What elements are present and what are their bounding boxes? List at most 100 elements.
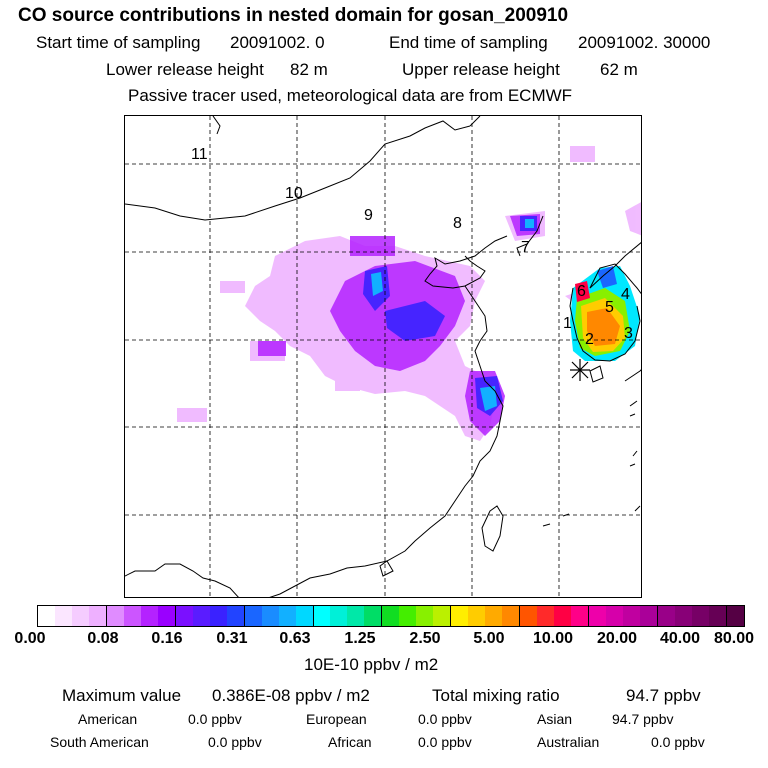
- colorbar-cell: [657, 606, 675, 626]
- plume-blue: [371, 219, 534, 411]
- colorbar-tick: 1.25: [344, 630, 376, 647]
- region-value: 0.0 ppbv: [418, 711, 472, 727]
- region-label-11: 11: [191, 146, 208, 163]
- colorbar-tick: 0.00: [14, 630, 46, 647]
- colorbar-cell: [571, 606, 589, 626]
- colorbar-cell: [192, 606, 210, 626]
- colorbar-tick: 80.00: [713, 630, 755, 647]
- region-label-3: 3: [624, 325, 633, 342]
- colorbar-cell: [674, 606, 692, 626]
- colorbar-tick: 0.16: [151, 630, 183, 647]
- colorbar-cell: [468, 606, 486, 626]
- colorbar-tick: 0.08: [87, 630, 119, 647]
- max-value: 0.386E-08 ppbv / m2: [212, 686, 370, 705]
- map-panel: 1 2 3 4 5 6 7 8 9 10 11: [124, 115, 642, 598]
- colorbar-tick: 40.00: [659, 630, 701, 647]
- colorbar-cell: [416, 606, 434, 626]
- tracer-note: Passive tracer used, meteorological data…: [128, 86, 573, 105]
- colorbar-cell: [330, 606, 348, 626]
- colorbar-cell: [639, 606, 658, 626]
- region-label-9: 9: [364, 207, 373, 224]
- region-label-1: 1: [563, 315, 572, 332]
- lower-release-value: 82 m: [290, 60, 328, 79]
- region-value: 94.7 ppbv: [612, 711, 674, 727]
- coastlines: [125, 116, 641, 597]
- colorbar-cell: [399, 606, 417, 626]
- colorbar-cell: [691, 606, 709, 626]
- colorbar-cell: [106, 606, 124, 626]
- region-name: African: [328, 734, 372, 750]
- region-name: European: [306, 711, 367, 727]
- colorbar-cell: [382, 606, 400, 626]
- colorbar-tick: 20.00: [596, 630, 638, 647]
- map-canvas: 1 2 3 4 5 6 7 8 9 10 11: [125, 116, 641, 597]
- colorbar-cell: [71, 606, 89, 626]
- colorbar-cell: [278, 606, 296, 626]
- colorbar-cell: [244, 606, 262, 626]
- colorbar-cell: [537, 606, 555, 626]
- colorbar-tick: 10.00: [532, 630, 574, 647]
- region-label-10: 10: [285, 185, 303, 202]
- region-label-2: 2: [585, 331, 594, 348]
- colorbar-tick: 5.00: [473, 630, 505, 647]
- colorbar-cell: [295, 606, 314, 626]
- colorbar-cell: [433, 606, 452, 626]
- region-name: Australian: [537, 734, 600, 750]
- colorbar-cell: [175, 606, 193, 626]
- korea-hotspot: [570, 266, 640, 361]
- colorbar-cell: [554, 606, 572, 626]
- region-value: 0.0 ppbv: [651, 734, 705, 750]
- upper-release-label: Upper release height: [402, 60, 560, 79]
- colorbar-cell: [88, 606, 107, 626]
- colorbar-cell: [313, 606, 331, 626]
- region-value: 0.0 ppbv: [188, 711, 242, 727]
- region-name: South American: [50, 734, 149, 750]
- colorbar-cell: [485, 606, 503, 626]
- lat-lon-grid: [125, 116, 641, 597]
- region-value: 0.0 ppbv: [418, 734, 472, 750]
- region-name: Asian: [537, 711, 573, 727]
- colorbar-cell: [347, 606, 365, 626]
- region-label-4: 4: [621, 286, 630, 303]
- colorbar-cell: [589, 606, 606, 626]
- colorbar-cell: [38, 606, 55, 626]
- colorbar-unit: 10E-10 ppbv / m2: [304, 655, 439, 674]
- colorbar-cell: [123, 606, 141, 626]
- region-label-6: 6: [577, 283, 586, 300]
- colorbar-cell: [54, 606, 72, 626]
- map-title: CO source contributions in nested domain…: [18, 5, 569, 26]
- region-label-8: 8: [453, 215, 462, 232]
- colorbar-cell: [157, 606, 176, 626]
- colorbar-cell: [364, 606, 383, 626]
- start-time-value: 20091002. 0: [230, 33, 325, 52]
- region-value: 0.0 ppbv: [208, 734, 262, 750]
- max-value-label: Maximum value: [62, 686, 182, 705]
- colorbar-cell: [726, 606, 744, 626]
- start-time-label: Start time of sampling: [36, 33, 201, 52]
- colorbar-cell: [605, 606, 623, 626]
- colorbar-tick: 2.50: [409, 630, 441, 647]
- region-label-7: 7: [521, 239, 530, 256]
- colorbar-cell: [451, 606, 469, 626]
- receptor-asterisk: [570, 359, 590, 381]
- end-time-value: 20091002. 30000: [578, 33, 711, 52]
- upper-release-value: 62 m: [600, 60, 638, 79]
- colorbar-cell: [226, 606, 245, 626]
- colorbar-cell: [708, 606, 727, 626]
- colorbar-tick: 0.31: [216, 630, 248, 647]
- colorbar-cell: [520, 606, 538, 626]
- end-time-label: End time of sampling: [389, 33, 548, 52]
- colorbar-cell: [140, 606, 158, 626]
- region-labels: 1 2 3 4 5 6 7 8 9 10 11: [191, 146, 633, 348]
- region-label-5: 5: [605, 299, 614, 316]
- total-mixing-label: Total mixing ratio: [432, 686, 560, 705]
- colorbar-cell: [209, 606, 227, 626]
- region-name: American: [78, 711, 138, 727]
- colorbar-cell: [502, 606, 521, 626]
- colorbar-cell: [622, 606, 640, 626]
- total-mixing-value: 94.7 ppbv: [626, 686, 701, 705]
- lower-release-label: Lower release height: [106, 60, 264, 79]
- colorbar-cell: [261, 606, 279, 626]
- colorbar-tick: 0.63: [279, 630, 311, 647]
- color-scale-bar: [37, 605, 745, 627]
